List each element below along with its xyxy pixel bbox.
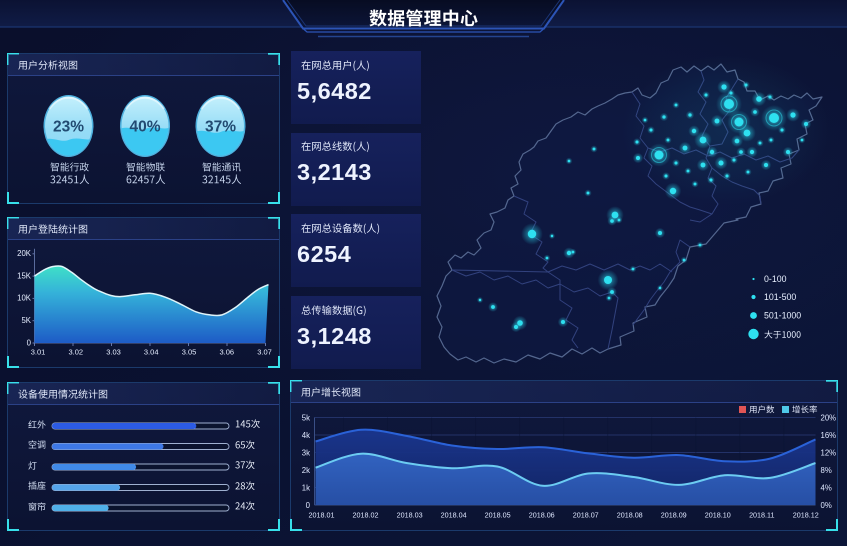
svg-text:2018.02: 2018.02	[353, 510, 379, 519]
svg-text:1k: 1k	[302, 483, 310, 492]
svg-text:2018.08: 2018.08	[617, 510, 643, 519]
svg-text:5k: 5k	[302, 413, 310, 422]
svg-text:3.01: 3.01	[31, 348, 46, 357]
svg-text:8%: 8%	[821, 466, 832, 475]
svg-text:37%: 37%	[205, 119, 236, 136]
svg-text:4k: 4k	[302, 431, 310, 440]
svg-text:2018.11: 2018.11	[749, 510, 774, 519]
svg-text:2k: 2k	[302, 466, 310, 475]
svg-text:10K: 10K	[17, 294, 32, 303]
svg-text:4%: 4%	[821, 483, 832, 492]
svg-text:3.06: 3.06	[219, 348, 234, 357]
svg-text:23%: 23%	[53, 119, 84, 136]
svg-text:0%: 0%	[821, 501, 832, 510]
svg-text:101-500: 101-500	[764, 292, 796, 302]
svg-text:3.07: 3.07	[257, 348, 272, 357]
svg-text:15K: 15K	[17, 271, 32, 280]
svg-text:0: 0	[306, 501, 311, 510]
svg-text:3.05: 3.05	[182, 348, 197, 357]
svg-text:2018.07: 2018.07	[573, 510, 599, 519]
svg-text:2018.09: 2018.09	[661, 510, 687, 519]
svg-text:0-100: 0-100	[764, 274, 787, 284]
svg-text:5K: 5K	[21, 316, 31, 325]
svg-text:12%: 12%	[821, 448, 837, 457]
svg-text:2018.01: 2018.01	[309, 510, 335, 519]
svg-text:3.02: 3.02	[68, 348, 83, 357]
svg-text:3.03: 3.03	[106, 348, 121, 357]
svg-text:16%: 16%	[821, 431, 837, 440]
svg-text:20K: 20K	[17, 249, 32, 258]
svg-text:2018.04: 2018.04	[441, 510, 467, 519]
svg-text:2018.03: 2018.03	[397, 510, 423, 519]
svg-text:20%: 20%	[821, 413, 837, 422]
svg-text:501-1000: 501-1000	[764, 311, 801, 321]
svg-text:40%: 40%	[129, 119, 160, 136]
svg-text:2018.06: 2018.06	[529, 510, 555, 519]
svg-text:2018.05: 2018.05	[485, 510, 511, 519]
svg-text:0: 0	[27, 338, 32, 347]
svg-text:3k: 3k	[302, 448, 310, 457]
svg-text:2018.12: 2018.12	[793, 510, 819, 519]
svg-text:2018.10: 2018.10	[705, 510, 731, 519]
svg-text:3.04: 3.04	[144, 348, 159, 357]
